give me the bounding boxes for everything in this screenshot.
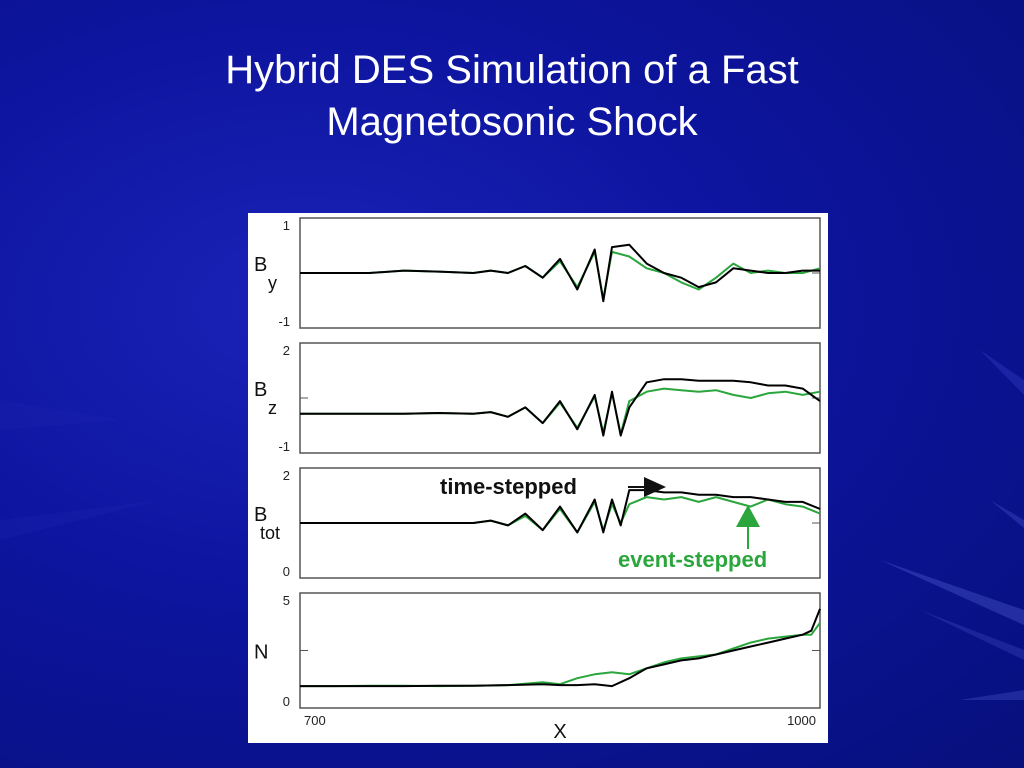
y-tick-label-bottom-n: 0 <box>283 694 290 709</box>
time-stepped-line-btot <box>300 489 821 534</box>
y-axis-label-by: B <box>254 254 267 276</box>
time-stepped-line-bz <box>300 378 821 437</box>
event-stepped-arrow-head <box>736 505 760 527</box>
slide-title-line-1: Hybrid DES Simulation of a Fast <box>225 48 799 92</box>
slide-title: Hybrid DES Simulation of a Fast Magnetos… <box>0 44 1024 148</box>
time-stepped-arrow-head <box>644 477 666 497</box>
y-axis-label-sub-bz: z <box>268 398 277 418</box>
event-stepped-line-btot <box>300 496 821 534</box>
y-tick-label-top-n: 5 <box>283 593 290 608</box>
y-tick-label-bottom-by: -1 <box>278 314 290 329</box>
x-tick-label-700: 700 <box>304 713 326 728</box>
event-stepped-line-bz <box>300 387 821 435</box>
time-stepped-line-by <box>300 243 820 303</box>
y-axis-label-sub-by: y <box>268 273 277 293</box>
time-stepped-line-n <box>300 608 821 688</box>
panel-frame-bz <box>299 342 821 454</box>
y-axis-label-bz: B <box>254 379 267 401</box>
time-stepped-annotation: time-stepped <box>440 474 577 499</box>
y-tick-label-top-bz: 2 <box>283 343 290 358</box>
y-axis-label-sub-btot: tot <box>260 523 280 543</box>
x-axis-label: X <box>553 721 566 743</box>
y-tick-label-top-btot: 2 <box>283 468 290 483</box>
y-tick-label-bottom-btot: 0 <box>283 564 290 579</box>
y-tick-label-top-by: 1 <box>283 218 290 233</box>
y-axis-label-btot: B <box>254 504 267 526</box>
event-stepped-annotation: event-stepped <box>618 547 767 572</box>
event-stepped-line-n <box>300 622 821 688</box>
y-tick-label-bottom-bz: -1 <box>278 439 290 454</box>
slide-title-line-2: Magnetosonic Shock <box>326 100 698 144</box>
x-tick-label-1000: 1000 <box>787 713 816 728</box>
panel-frame-n <box>299 592 821 709</box>
y-axis-label-n: N <box>254 642 268 664</box>
